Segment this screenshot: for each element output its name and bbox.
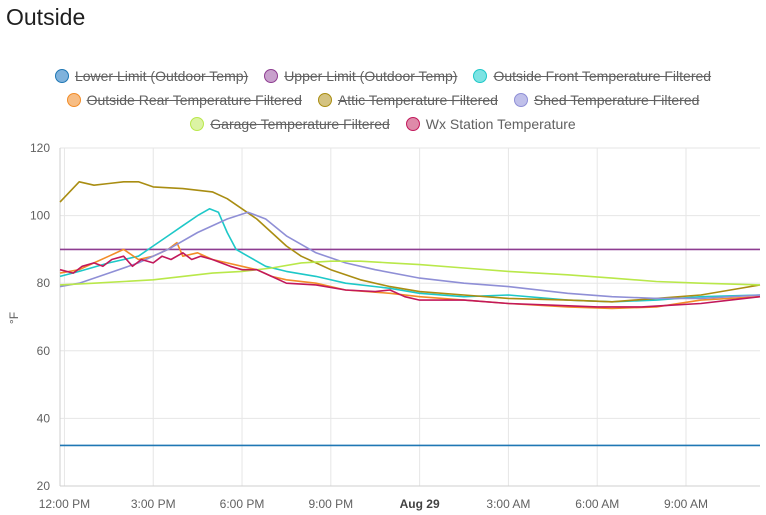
legend-item-outside-rear[interactable]: Outside Rear Temperature Filtered	[66, 92, 302, 108]
legend-item-wx-station[interactable]: Wx Station Temperature	[405, 116, 576, 132]
legend-row-1: Lower Limit (Outdoor Temp) Upper Limit (…	[0, 64, 766, 88]
y-tick-label: 60	[37, 344, 51, 358]
legend-swatch-icon	[66, 93, 81, 107]
y-tick-label: 20	[37, 479, 51, 493]
series-line-7	[59, 252, 761, 308]
x-tick-label: 6:00 AM	[575, 497, 619, 511]
series-line-4	[59, 181, 761, 303]
legend-row-3: Garage Temperature Filtered Wx Station T…	[0, 112, 766, 136]
series-line-6	[59, 260, 761, 286]
chart-legend: Lower Limit (Outdoor Temp) Upper Limit (…	[0, 64, 766, 136]
legend-item-shed[interactable]: Shed Temperature Filtered	[513, 92, 700, 108]
y-tick-label: 80	[37, 276, 51, 290]
legend-label: Upper Limit (Outdoor Temp)	[284, 68, 458, 84]
card-title: Outside	[6, 4, 86, 30]
y-axis-unit: °F	[7, 312, 21, 324]
legend-item-garage[interactable]: Garage Temperature Filtered	[190, 116, 390, 132]
legend-label: Attic Temperature Filtered	[337, 92, 498, 108]
legend-label: Outside Rear Temperature Filtered	[86, 92, 302, 108]
x-tick-label: Aug 29	[400, 497, 440, 511]
legend-swatch-icon	[405, 117, 420, 131]
legend-swatch-icon	[264, 69, 279, 83]
legend-swatch-icon	[317, 93, 332, 107]
legend-label: Garage Temperature Filtered	[210, 116, 390, 132]
legend-item-lower-limit[interactable]: Lower Limit (Outdoor Temp)	[54, 68, 249, 84]
legend-label: Outside Front Temperature Filtered	[493, 68, 712, 84]
legend-swatch-icon	[190, 117, 205, 131]
series-line-5	[59, 211, 761, 300]
y-tick-label: 120	[30, 141, 50, 155]
x-tick-label: 3:00 AM	[486, 497, 530, 511]
legend-label: Wx Station Temperature	[425, 116, 576, 132]
legend-swatch-icon	[473, 69, 488, 83]
series-line-2	[59, 208, 761, 303]
y-tick-label: 40	[37, 411, 51, 425]
legend-item-upper-limit[interactable]: Upper Limit (Outdoor Temp)	[264, 68, 457, 84]
legend-row-2: Outside Rear Temperature Filtered Attic …	[0, 88, 766, 112]
x-tick-label: 9:00 PM	[308, 497, 353, 511]
x-tick-label: 9:00 AM	[664, 497, 708, 511]
x-tick-label: 6:00 PM	[220, 497, 265, 511]
x-tick-label: 3:00 PM	[131, 497, 176, 511]
legend-item-outside-front[interactable]: Outside Front Temperature Filtered	[473, 68, 711, 84]
legend-label: Shed Temperature Filtered	[533, 92, 700, 108]
legend-label: Lower Limit (Outdoor Temp)	[74, 68, 249, 84]
legend-swatch-icon	[54, 69, 69, 83]
x-tick-label: 12:00 PM	[39, 497, 90, 511]
legend-item-attic[interactable]: Attic Temperature Filtered	[317, 92, 498, 108]
legend-swatch-icon	[513, 93, 528, 107]
y-tick-label: 100	[30, 209, 50, 223]
